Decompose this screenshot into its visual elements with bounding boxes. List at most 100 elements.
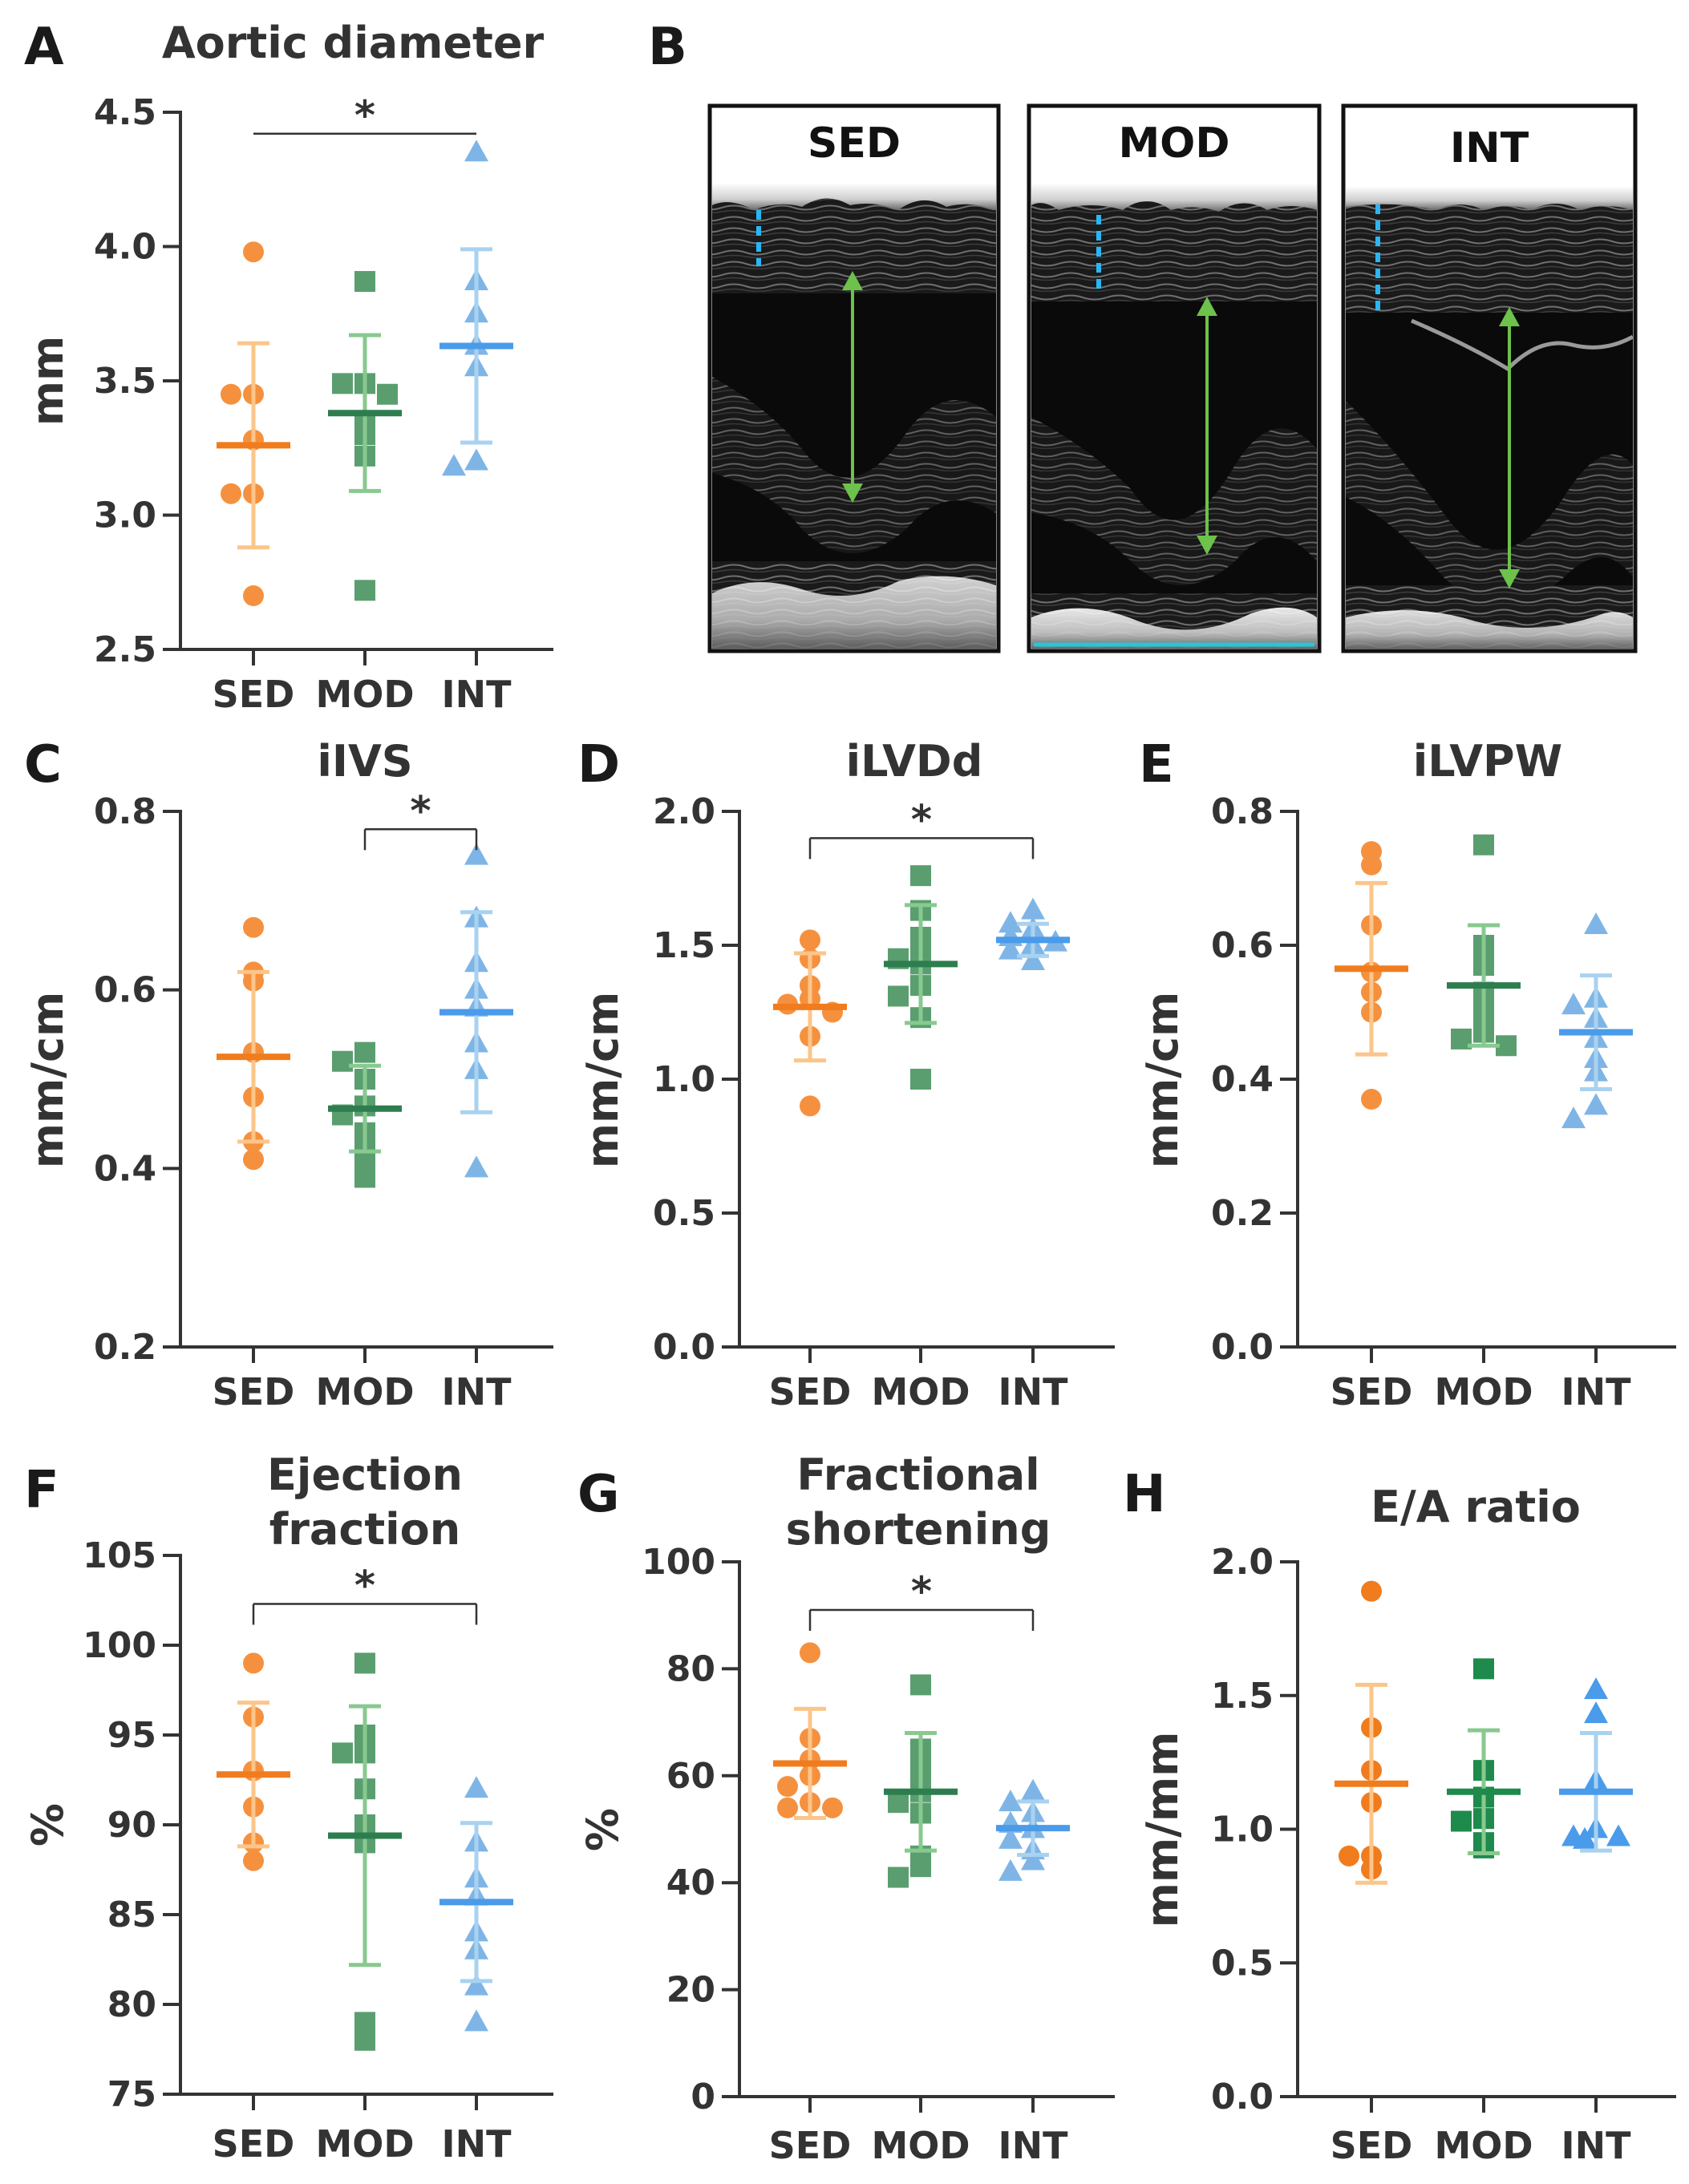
data-point bbox=[800, 1642, 820, 1664]
y-tick-label: 0.0 bbox=[1211, 2077, 1274, 2117]
data-point bbox=[464, 448, 488, 471]
significance-asterisk: * bbox=[410, 787, 431, 834]
y-tick-label: 0.2 bbox=[94, 1327, 156, 1368]
series-mod bbox=[884, 1674, 958, 1888]
panel-label-h: H bbox=[1123, 1465, 1166, 1524]
y-tick-label: 2.5 bbox=[94, 629, 156, 670]
y-tick-label: 0.6 bbox=[1211, 925, 1274, 966]
y-tick-label: 1.5 bbox=[1211, 1676, 1274, 1717]
data-point bbox=[354, 2029, 375, 2051]
data-point bbox=[1573, 1826, 1597, 1849]
y-tick-label: 0.8 bbox=[1211, 791, 1274, 832]
y-tick-label: 100 bbox=[642, 1542, 715, 1583]
y-tick-label: 90 bbox=[107, 1805, 156, 1846]
chart-title: iIVS bbox=[317, 736, 412, 787]
series-int bbox=[439, 1776, 513, 2032]
series-sed bbox=[217, 1652, 290, 1871]
charts: A Aortic diameter mm 2.5 3.0 3.5 4.0 4.5 SED MOD I… bbox=[22, 18, 1676, 2167]
chart-title: iLVPW bbox=[1413, 736, 1562, 787]
data-point bbox=[998, 937, 1023, 960]
data-point bbox=[377, 383, 398, 405]
series-sed bbox=[1335, 841, 1408, 1110]
data-point bbox=[464, 1973, 488, 1996]
y-tick-label: 0.2 bbox=[1211, 1193, 1274, 1234]
echo-image-sed: SED bbox=[707, 103, 1001, 653]
significance-asterisk: * bbox=[911, 1568, 932, 1615]
significance-bracket: * bbox=[808, 1568, 1035, 1632]
significance-asterisk: * bbox=[911, 796, 932, 843]
data-point bbox=[354, 580, 375, 601]
series-mod bbox=[328, 1652, 402, 2051]
data-point bbox=[910, 865, 931, 887]
data-point bbox=[888, 1867, 909, 1888]
data-point bbox=[1584, 912, 1608, 934]
panel-label-e: E bbox=[1139, 735, 1174, 795]
data-point bbox=[1021, 897, 1045, 920]
x-tick-label: MOD bbox=[315, 2122, 414, 2166]
chart-panel-a: A Aortic diameter mm 2.5 3.0 3.5 4.0 4.5 SED MOD I… bbox=[22, 18, 553, 716]
x-tick-label: SED bbox=[1331, 2124, 1413, 2167]
significance-asterisk: * bbox=[354, 1562, 375, 1608]
data-point bbox=[243, 241, 264, 263]
data-point bbox=[1451, 1810, 1472, 1832]
y-tick-label: 0 bbox=[691, 2077, 715, 2117]
series-mod bbox=[1447, 834, 1521, 1057]
x-tick-label: SED bbox=[1331, 1370, 1413, 1414]
x-tick-label: MOD bbox=[1434, 2124, 1533, 2167]
y-tick-label: 0.0 bbox=[1211, 1327, 1274, 1368]
data-point bbox=[777, 1776, 798, 1798]
y-tick-label: 100 bbox=[83, 1625, 156, 1666]
y-tick-label: 2.0 bbox=[653, 791, 715, 832]
panel-label-g: G bbox=[577, 1465, 620, 1524]
data-point bbox=[888, 985, 909, 1007]
data-point bbox=[464, 1776, 488, 1798]
y-axis-label: % bbox=[577, 1808, 628, 1851]
x-tick-label: SED bbox=[213, 1370, 295, 1414]
data-point bbox=[464, 843, 488, 865]
series-mod bbox=[1447, 1658, 1521, 1858]
series-int bbox=[1559, 912, 1633, 1129]
panel-b: B SED MOD bbox=[648, 18, 1638, 653]
y-tick-label: 4.0 bbox=[94, 227, 156, 268]
data-point bbox=[332, 1742, 353, 1764]
y-axis-label: mm/cm bbox=[577, 992, 628, 1169]
data-point bbox=[442, 454, 466, 476]
y-tick-label: 80 bbox=[666, 1648, 715, 1689]
x-tick-label: INT bbox=[442, 1370, 512, 1414]
data-point bbox=[332, 1050, 353, 1072]
x-tick-label: SED bbox=[213, 673, 295, 716]
series-int bbox=[996, 897, 1070, 971]
x-tick-label: INT bbox=[442, 673, 512, 716]
significance-bracket: * bbox=[252, 1562, 478, 1625]
data-point bbox=[221, 483, 241, 504]
panel-label-a: A bbox=[24, 18, 64, 77]
series-int bbox=[439, 843, 513, 1178]
echo-image-mod: MOD bbox=[1027, 103, 1322, 653]
y-tick-label: 1.0 bbox=[1211, 1810, 1274, 1850]
y-tick-label: 3.5 bbox=[94, 361, 156, 402]
y-tick-label: 0.5 bbox=[653, 1193, 715, 1234]
data-point bbox=[243, 1652, 264, 1674]
y-tick-label: 0.4 bbox=[94, 1148, 156, 1189]
x-tick-label: INT bbox=[998, 1370, 1069, 1414]
data-point bbox=[354, 1652, 375, 1674]
data-point bbox=[822, 1797, 843, 1818]
y-axis-label: mm/cm bbox=[22, 992, 73, 1169]
x-tick-label: INT bbox=[998, 2124, 1069, 2167]
series-int bbox=[439, 140, 513, 476]
data-point bbox=[1584, 1701, 1608, 1724]
y-tick-label: 85 bbox=[107, 1895, 156, 1935]
y-tick-label: 4.5 bbox=[94, 92, 156, 133]
data-point bbox=[800, 929, 820, 951]
x-tick-label: MOD bbox=[871, 2124, 970, 2167]
data-point bbox=[1021, 1848, 1045, 1871]
series-sed bbox=[217, 916, 290, 1171]
y-tick-label: 75 bbox=[107, 2074, 156, 2115]
x-tick-label: SED bbox=[769, 2124, 852, 2167]
series-sed bbox=[773, 929, 847, 1117]
data-point bbox=[464, 2009, 488, 2032]
y-tick-label: 1.0 bbox=[653, 1059, 715, 1100]
data-point bbox=[910, 1674, 931, 1696]
y-tick-label: 3.0 bbox=[94, 495, 156, 536]
